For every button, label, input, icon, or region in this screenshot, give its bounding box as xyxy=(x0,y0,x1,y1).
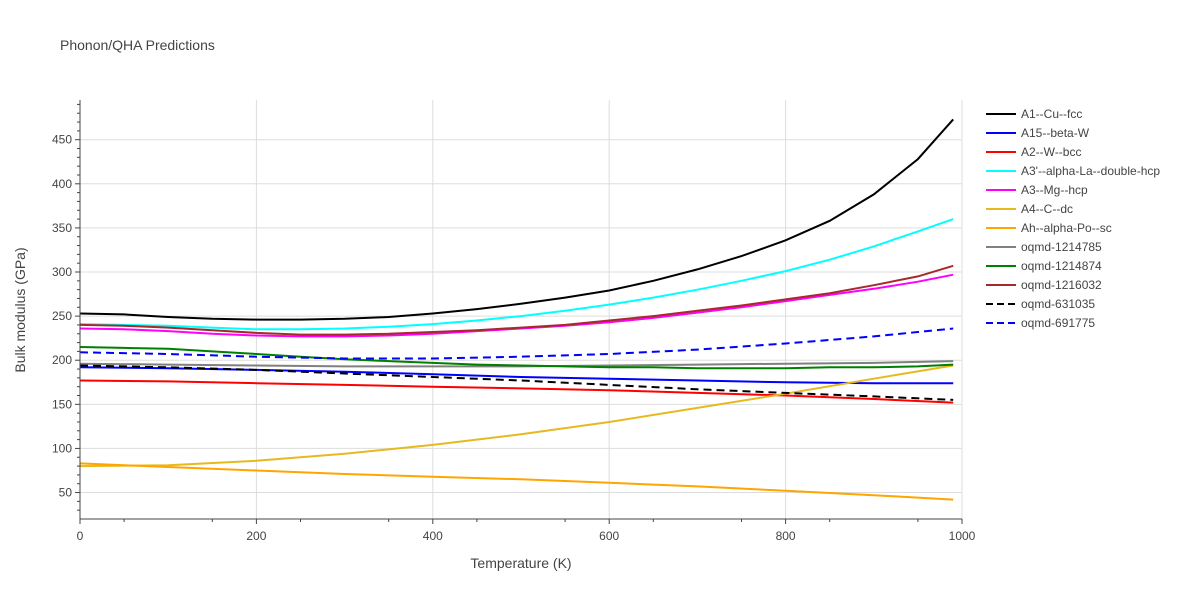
legend-label: A1--Cu--fcc xyxy=(1021,107,1082,121)
x-tick-label: 800 xyxy=(776,529,796,543)
legend-item-A3'--alpha-La--double-hcp[interactable]: A3'--alpha-La--double-hcp xyxy=(986,164,1160,178)
legend-item-Ah--alpha-Po--sc[interactable]: Ah--alpha-Po--sc xyxy=(986,221,1112,235)
series-line-A4--C--dc[interactable] xyxy=(79,364,954,468)
y-tick-label: 100 xyxy=(52,441,72,455)
legend-label: oqmd-691775 xyxy=(1021,316,1095,330)
y-axis-title: Bulk modulus (GPa) xyxy=(12,247,28,372)
legend-label: A3--Mg--hcp xyxy=(1021,183,1088,197)
grid xyxy=(80,100,963,519)
x-tick-label: 1000 xyxy=(949,529,976,543)
x-tick-label: 200 xyxy=(246,529,266,543)
chart-title: Phonon/QHA Predictions xyxy=(60,37,215,53)
legend-label: oqmd-1216032 xyxy=(1021,278,1102,292)
plot-area[interactable] xyxy=(79,118,954,501)
legend-item-A4--C--dc[interactable]: A4--C--dc xyxy=(986,202,1073,216)
y-tick-label: 150 xyxy=(52,397,72,411)
x-tick-label: 400 xyxy=(423,529,443,543)
y-tick-label: 300 xyxy=(52,265,72,279)
legend-item-oqmd-1216032[interactable]: oqmd-1216032 xyxy=(986,278,1102,292)
legend-item-oqmd-1214785[interactable]: oqmd-1214785 xyxy=(986,240,1102,254)
series-line-A3'--alpha-La--double-hcp[interactable] xyxy=(79,218,954,331)
series-line-A1--Cu--fcc[interactable] xyxy=(79,118,954,321)
legend-item-A15--beta-W[interactable]: A15--beta-W xyxy=(986,126,1090,140)
y-tick-label: 50 xyxy=(59,486,73,500)
y-tick-label: 400 xyxy=(52,177,72,191)
legend-item-A1--Cu--fcc[interactable]: A1--Cu--fcc xyxy=(986,107,1082,121)
series-line-oqmd-631035[interactable] xyxy=(79,364,954,401)
legend-label: oqmd-1214874 xyxy=(1021,259,1102,273)
series-line-oqmd-1214874[interactable] xyxy=(79,346,954,370)
legend-label: A2--W--bcc xyxy=(1021,145,1081,159)
legend-item-A2--W--bcc[interactable]: A2--W--bcc xyxy=(986,145,1081,159)
x-axis-title: Temperature (K) xyxy=(470,555,571,571)
x-tick-label: 600 xyxy=(599,529,619,543)
axes: 0 200 400 600 800 1000 50 100 150 200 250 300 350 400… xyxy=(52,100,976,543)
legend-item-A3--Mg--hcp[interactable]: A3--Mg--hcp xyxy=(986,183,1088,197)
legend-label: oqmd-631035 xyxy=(1021,297,1095,311)
legend-label: A15--beta-W xyxy=(1021,126,1090,140)
x-tick-label: 0 xyxy=(77,529,84,543)
y-tick-label: 450 xyxy=(52,133,72,147)
series-line-oqmd-691775[interactable] xyxy=(79,327,954,360)
legend-item-oqmd-631035[interactable]: oqmd-631035 xyxy=(986,297,1095,311)
series-line-Ah--alpha-Po--sc[interactable] xyxy=(79,462,954,501)
legend-label: A3'--alpha-La--double-hcp xyxy=(1021,164,1160,178)
y-tick-label: 200 xyxy=(52,353,72,367)
series-line-A2--W--bcc[interactable] xyxy=(79,379,954,404)
legend-item-oqmd-691775[interactable]: oqmd-691775 xyxy=(986,316,1095,330)
legend-label: Ah--alpha-Po--sc xyxy=(1021,221,1112,235)
y-tick-label: 250 xyxy=(52,309,72,323)
legend[interactable]: A1--Cu--fcc A15--beta-W A2--W--bcc A3'--alp… xyxy=(986,107,1160,330)
y-tick-label: 350 xyxy=(52,221,72,235)
legend-label: A4--C--dc xyxy=(1021,202,1073,216)
legend-item-oqmd-1214874[interactable]: oqmd-1214874 xyxy=(986,259,1102,273)
series-line-oqmd-1216032[interactable] xyxy=(79,264,954,336)
legend-label: oqmd-1214785 xyxy=(1021,240,1102,254)
